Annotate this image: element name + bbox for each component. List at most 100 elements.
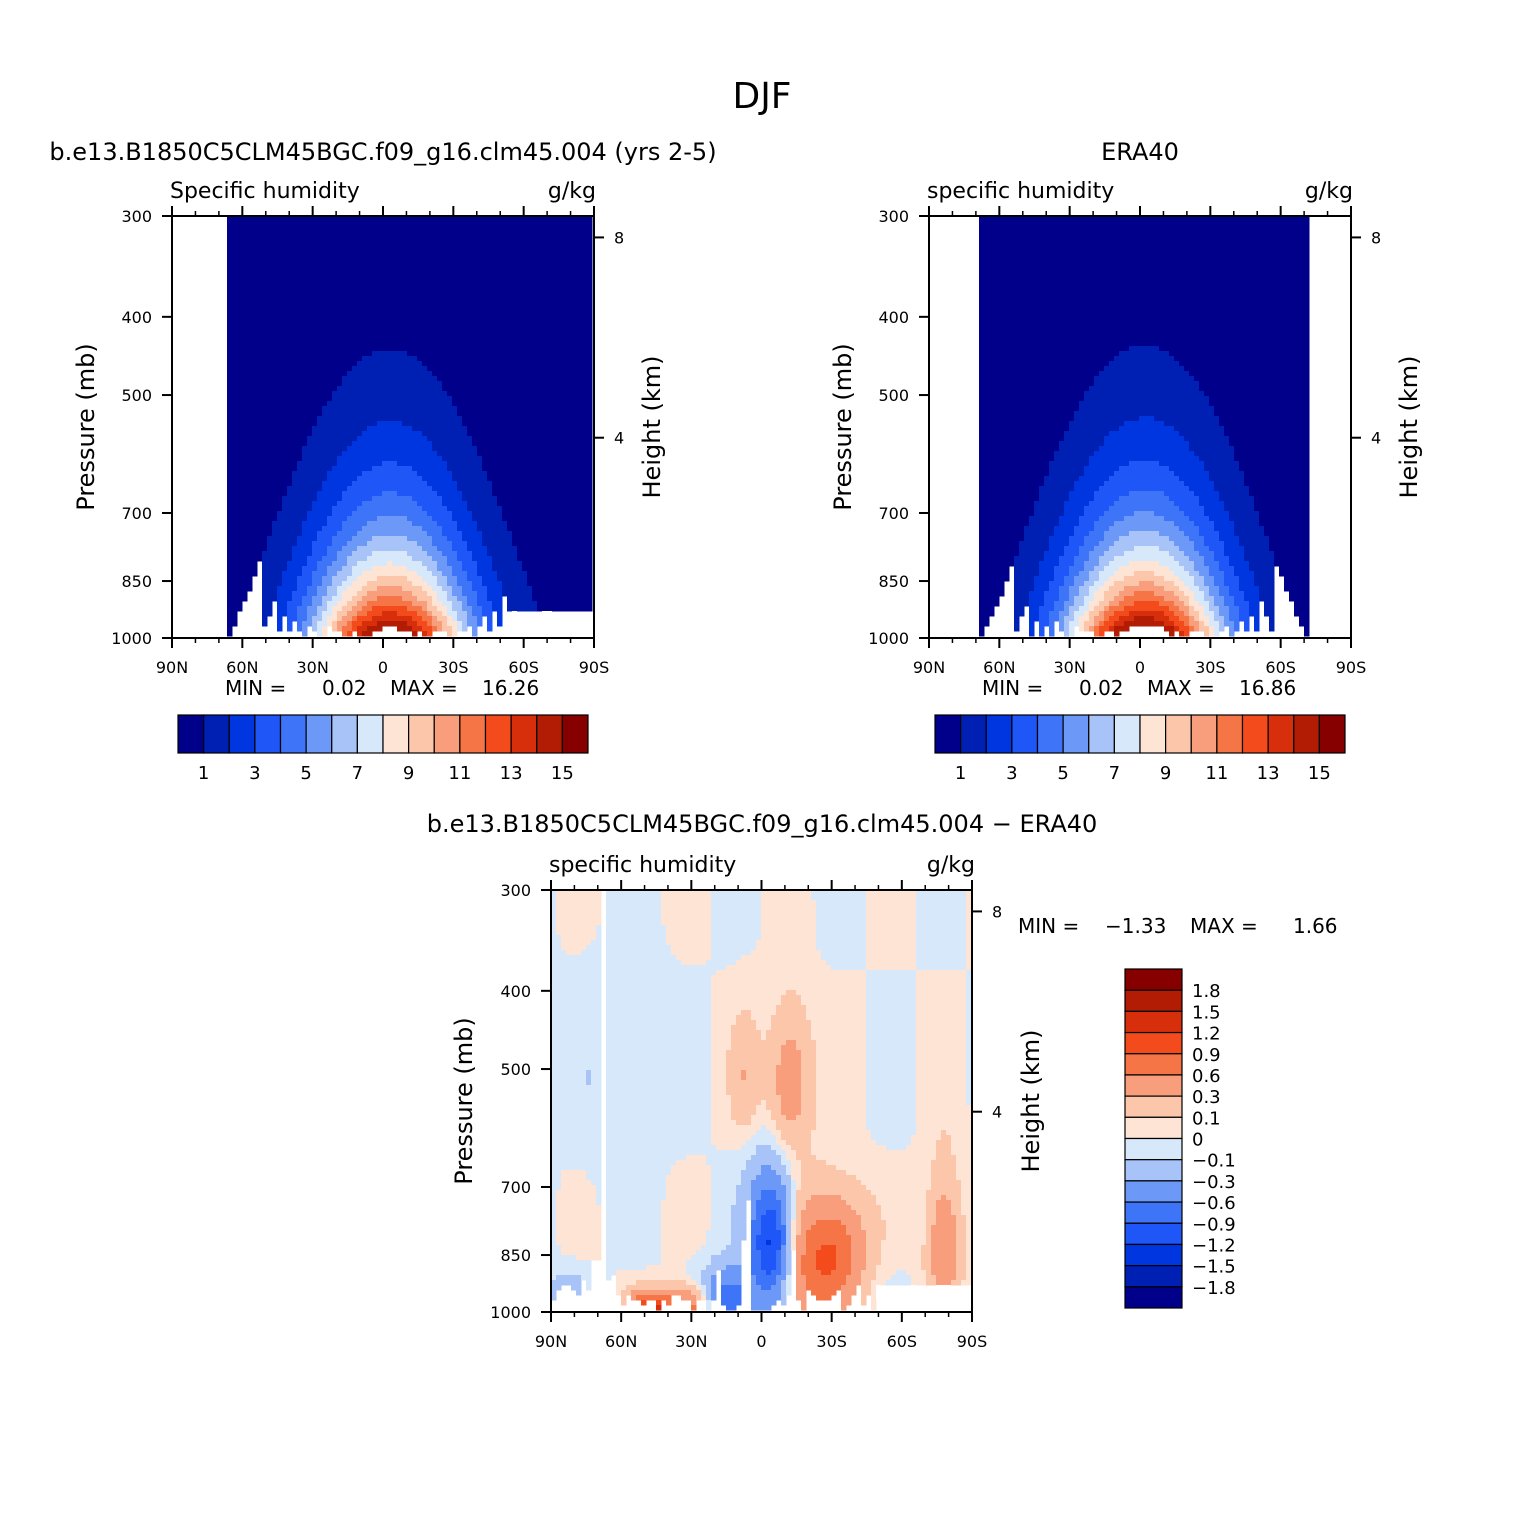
contour-cell <box>1004 216 1010 582</box>
contour-cell <box>1144 591 1150 602</box>
contour-cell <box>332 561 338 577</box>
contour-cell <box>1179 481 1185 512</box>
contour-cell <box>1229 596 1235 622</box>
contour-cell <box>377 606 383 617</box>
contour-cell <box>771 1135 777 1151</box>
contour-cell <box>517 561 523 612</box>
contour-cell <box>1229 216 1235 447</box>
contour-cell <box>1189 216 1195 377</box>
contour-cell <box>931 890 937 971</box>
contour-cell <box>916 890 922 971</box>
contour-cell <box>1129 531 1135 552</box>
contour-cell <box>412 571 418 587</box>
contour-cell <box>1089 611 1095 627</box>
contour-cell <box>307 556 313 587</box>
contour-cell <box>1134 571 1140 587</box>
contour-cell <box>786 1160 792 1176</box>
contour-cell <box>1164 216 1170 352</box>
panel-era40-min-label: MIN = <box>982 676 1043 700</box>
contour-cell <box>1254 216 1260 512</box>
contour-cell <box>347 216 353 372</box>
contour-cell <box>412 501 418 527</box>
contour-cell <box>1144 346 1150 417</box>
contour-cell <box>776 1175 782 1201</box>
contour-cell <box>1149 216 1155 347</box>
contour-cell <box>1109 616 1115 627</box>
contour-cell <box>1109 431 1115 477</box>
contour-cell <box>312 596 318 617</box>
contour-cell <box>1204 566 1210 587</box>
contour-cell <box>362 471 368 502</box>
contour-cell <box>1044 551 1050 592</box>
contour-cell <box>751 1020 757 1116</box>
contour-cell <box>926 970 932 1191</box>
contour-cell <box>721 1285 727 1306</box>
contour-cell <box>467 436 473 512</box>
contour-cell <box>1214 216 1220 417</box>
colorbar-label: 3 <box>249 763 260 784</box>
contour-cell <box>347 611 353 622</box>
contour-cell <box>1189 591 1195 607</box>
contour-cell <box>761 1165 767 1191</box>
contour-cell <box>517 216 523 562</box>
contour-cell <box>1219 501 1225 542</box>
contour-cell <box>387 461 393 492</box>
contour-cell <box>776 1145 782 1156</box>
contour-cell <box>831 1245 837 1271</box>
contour-cell <box>701 1245 707 1271</box>
contour-cell <box>577 216 583 612</box>
contour-cell <box>1139 531 1145 547</box>
y-tick-label: 400 <box>500 982 531 1001</box>
contour-cell <box>352 566 358 582</box>
contour-cell <box>791 1220 797 1251</box>
contour-cell <box>1014 556 1020 632</box>
contour-cell <box>1104 551 1110 567</box>
contour-cell <box>1109 526 1115 547</box>
contour-cell <box>556 1245 562 1276</box>
contour-cell <box>766 1290 772 1311</box>
contour-cell <box>566 1170 572 1256</box>
contour-cell <box>362 571 368 587</box>
contour-cell <box>1134 616 1140 627</box>
contour-cell <box>332 216 338 392</box>
contour-cell <box>1074 596 1080 612</box>
contour-cell <box>1144 416 1150 462</box>
contour-cell <box>651 890 657 1266</box>
contour-cell <box>661 925 667 1201</box>
contour-cell <box>586 945 592 1071</box>
contour-cell <box>641 1280 647 1291</box>
contour-cell <box>666 1280 672 1291</box>
contour-cell <box>387 421 393 462</box>
contour-cell <box>1084 581 1090 597</box>
contour-cell <box>347 601 353 612</box>
y-tick-label: 400 <box>121 308 152 327</box>
contour-cell <box>781 1165 787 1186</box>
contour-cell <box>1094 581 1100 592</box>
contour-cell <box>312 426 318 502</box>
contour-cell <box>781 1225 787 1246</box>
contour-cell <box>492 496 498 572</box>
contour-cell <box>731 1120 737 1151</box>
contour-cell <box>1269 216 1275 552</box>
contour-cell <box>1229 621 1235 637</box>
contour-cell <box>1079 516 1085 547</box>
contour-cell <box>1034 576 1040 622</box>
contour-cell <box>1154 216 1160 347</box>
contour-cell <box>1079 401 1085 477</box>
contour-cell <box>367 471 373 502</box>
contour-cell <box>906 890 912 971</box>
height-tick-label: 8 <box>614 228 624 247</box>
contour-cell <box>1179 551 1185 567</box>
contour-cell <box>1129 596 1135 607</box>
contour-cell <box>427 611 433 617</box>
contour-cell <box>447 586 453 602</box>
contour-cell <box>287 601 293 632</box>
contour-cell <box>876 890 882 971</box>
contour-cell <box>1094 521 1100 547</box>
contour-cell <box>1149 416 1155 462</box>
contour-cell <box>1264 536 1270 617</box>
contour-cell <box>831 1165 837 1196</box>
contour-cell <box>477 456 483 532</box>
contour-cell <box>387 621 393 627</box>
contour-cell <box>542 216 548 612</box>
